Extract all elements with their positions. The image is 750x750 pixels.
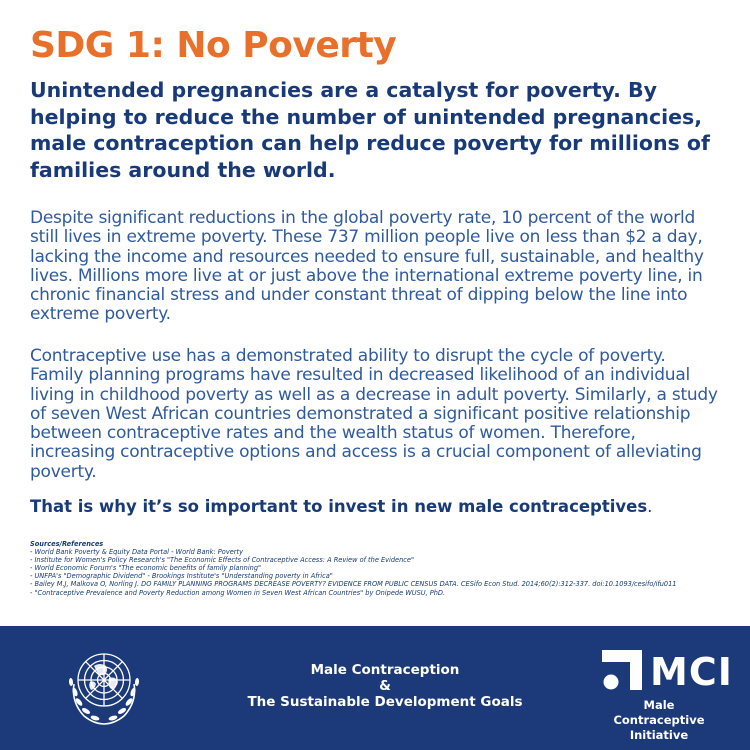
footer-title-line-3: The Sustainable Development Goals (247, 694, 523, 710)
paragraph-contraceptive-use: Contraceptive use has a demonstrated abi… (30, 346, 718, 482)
source-item: - "Contraceptive Prevalence and Poverty … (30, 588, 446, 597)
footer-title-line-1: Male Contraception (310, 662, 460, 678)
mci-logo: MCI Male Contraceptive Initiative (600, 648, 732, 742)
mci-name-line-1: Male Contraceptive (613, 698, 705, 727)
sources-title: Sources/References (30, 540, 104, 548)
sources-list: - World Bank Poverty & Equity Data Porta… (30, 548, 720, 597)
closing-punctuation: . (647, 497, 653, 516)
page-title: SDG 1: No Poverty (30, 25, 397, 66)
source-item: - World Bank Poverty & Equity Data Porta… (30, 548, 243, 557)
lead-statement: Unintended pregnancies are a catalyst fo… (30, 78, 710, 182)
paragraph-poverty-statistics: Despite significant reductions in the gl… (30, 208, 704, 325)
mci-logo-icon (602, 650, 642, 690)
mci-logo-name: Male Contraceptive Initiative (598, 698, 720, 743)
closing-text: That is why it’s so important to invest … (30, 497, 648, 516)
un-emblem-icon (68, 653, 140, 725)
source-item: - World Economic Forum's "The economic b… (30, 564, 262, 573)
footer-banner: Male Contraception & The Sustainable Dev… (0, 626, 750, 750)
source-item: - Bailey M.J, Malkova O, Norling J. DO F… (30, 580, 677, 589)
source-item: - UNFPA's "Demographic Dividend" - Brook… (30, 572, 333, 581)
mci-name-line-2: Initiative (629, 728, 689, 742)
closing-statement: That is why it’s so important to invest … (30, 496, 652, 518)
footer-title: Male Contraception & The Sustainable Dev… (230, 662, 540, 710)
source-item: - Institute for Women's Policy Research'… (30, 556, 415, 565)
mci-logo-letters: MCI (650, 650, 733, 694)
sources-references: Sources/References - World Bank Poverty … (30, 540, 720, 597)
footer-title-ampersand: & (379, 678, 391, 694)
